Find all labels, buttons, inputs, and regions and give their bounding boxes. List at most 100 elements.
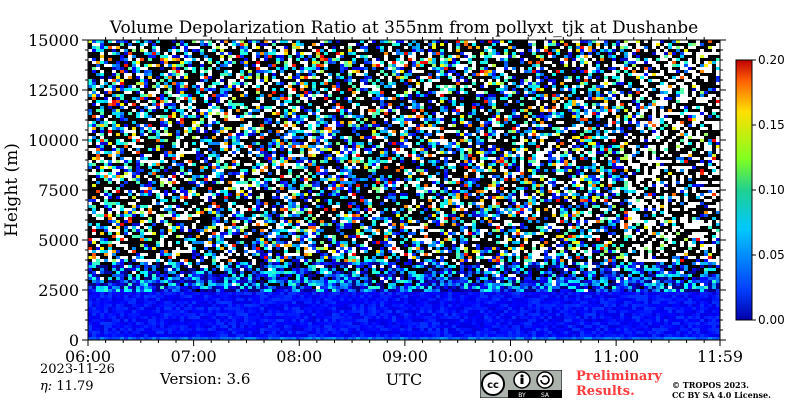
heatmap-cell [240, 127, 244, 130]
heatmap-cell [652, 88, 656, 91]
heatmap-cell [596, 112, 600, 115]
heatmap-cell [676, 43, 680, 46]
heatmap-cell [388, 115, 392, 118]
heatmap-cell [284, 106, 288, 109]
heatmap-cell [628, 79, 632, 82]
heatmap-cell [540, 127, 544, 130]
heatmap-cell [256, 88, 260, 91]
heatmap-cell [384, 43, 388, 46]
heatmap-cell [628, 112, 632, 115]
heatmap-cell [388, 109, 392, 112]
heatmap-cell [160, 118, 164, 121]
heatmap-cell [704, 85, 708, 88]
heatmap-cell [428, 100, 432, 103]
heatmap-cell [288, 61, 292, 64]
heatmap-cell [180, 106, 184, 109]
heatmap-cell [560, 58, 564, 61]
heatmap-cell [284, 70, 288, 73]
heatmap-cell [120, 55, 124, 58]
heatmap-cell [532, 58, 536, 61]
heatmap-cell [452, 55, 456, 58]
heatmap-cell [208, 100, 212, 103]
heatmap-cell [152, 103, 156, 106]
heatmap-cell [440, 88, 444, 91]
heatmap-cell [500, 121, 504, 124]
heatmap-cell [96, 55, 100, 58]
heatmap-cell [576, 118, 580, 121]
heatmap-cell [456, 127, 460, 130]
heatmap-cell [552, 64, 556, 67]
heatmap-cell [712, 55, 716, 58]
heatmap-cell [316, 85, 320, 88]
heatmap-cell [480, 67, 484, 70]
heatmap-cell [384, 73, 388, 76]
heatmap-cell [292, 91, 296, 94]
heatmap-cell [652, 79, 656, 82]
heatmap-cell [112, 40, 116, 43]
heatmap-cell [692, 46, 696, 49]
heatmap-cell [156, 70, 160, 73]
heatmap-cell [124, 112, 128, 115]
heatmap-cell [432, 130, 436, 133]
heatmap-cell [200, 85, 204, 88]
heatmap-cell [248, 100, 252, 103]
heatmap-cell [712, 61, 716, 64]
heatmap-cell [424, 73, 428, 76]
heatmap-cell [304, 88, 308, 91]
heatmap-cell [444, 76, 448, 79]
heatmap-cell [444, 121, 448, 124]
heatmap-cell [404, 67, 408, 70]
heatmap-cell [380, 67, 384, 70]
heatmap-cell [536, 67, 540, 70]
heatmap-cell [440, 112, 444, 115]
heatmap-cell [112, 85, 116, 88]
heatmap-cell [284, 64, 288, 67]
heatmap-cell [244, 58, 248, 61]
heatmap-cell [208, 76, 212, 79]
heatmap-cell [700, 112, 704, 115]
heatmap-cell [440, 49, 444, 52]
heatmap-cell [688, 106, 692, 109]
heatmap-cell [672, 121, 676, 124]
heatmap-cell [676, 49, 680, 52]
heatmap-cell [356, 121, 360, 124]
heatmap-cell [504, 130, 508, 133]
heatmap-cell [696, 85, 700, 88]
heatmap-cell [212, 43, 216, 46]
heatmap-cell [508, 73, 512, 76]
heatmap-cell [472, 43, 476, 46]
heatmap-cell [368, 133, 372, 136]
heatmap-cell [676, 55, 680, 58]
heatmap-cell [112, 106, 116, 109]
heatmap-cell [620, 70, 624, 73]
heatmap-cell [148, 115, 152, 118]
heatmap-cell [320, 103, 324, 106]
heatmap-cell [388, 85, 392, 88]
heatmap-cell [632, 67, 636, 70]
heatmap-cell [408, 64, 412, 67]
heatmap-cell [128, 130, 132, 133]
heatmap-cell [104, 46, 108, 49]
heatmap-cell [88, 85, 92, 88]
heatmap-cell [508, 40, 512, 43]
heatmap-cell [312, 70, 316, 73]
heatmap-cell [484, 124, 488, 127]
heatmap-cell [268, 67, 272, 70]
heatmap-cell [668, 85, 672, 88]
heatmap-cell [604, 88, 608, 91]
heatmap-cell [228, 127, 232, 130]
heatmap-cell [328, 124, 332, 127]
heatmap-cell [668, 67, 672, 70]
heatmap-cell [392, 58, 396, 61]
heatmap-cell [568, 94, 572, 97]
heatmap-cell [496, 55, 500, 58]
heatmap-cell [640, 127, 644, 130]
heatmap-cell [488, 61, 492, 64]
heatmap-cell [196, 70, 200, 73]
heatmap-cell [684, 127, 688, 130]
heatmap-cell [244, 118, 248, 121]
heatmap-cell [196, 121, 200, 124]
heatmap-cell [304, 109, 308, 112]
heatmap-cell [424, 85, 428, 88]
heatmap-cell [148, 67, 152, 70]
